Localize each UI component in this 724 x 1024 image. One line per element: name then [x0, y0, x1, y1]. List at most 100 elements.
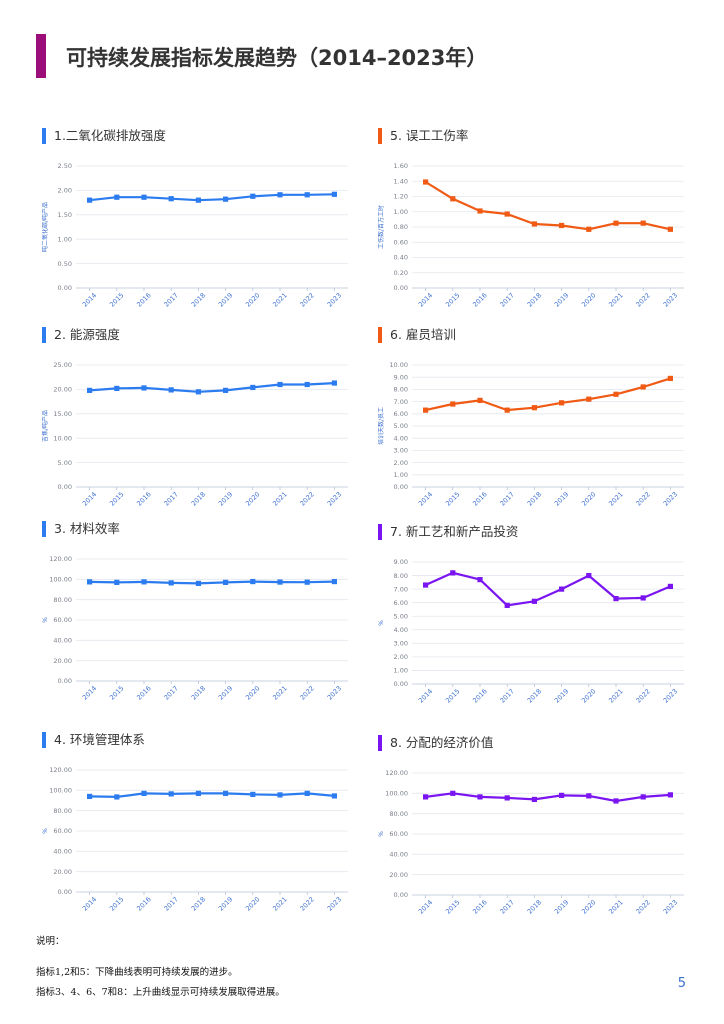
chart-employee-training: 0.00 1.00 2.00 3.00 4.00 5.00 6.00 7.00 8.00 9.00…	[378, 361, 684, 508]
y-tick-label: 5.00	[394, 422, 408, 430]
x-tick-label: 2016	[135, 490, 152, 507]
x-tick-label: 2023	[662, 291, 679, 308]
y-tick-label: 20.00	[53, 657, 72, 665]
x-tick-label: 2021	[271, 291, 288, 308]
y-tick-label: 8.00	[394, 386, 408, 394]
chart-panel-new-process-investment: 7. 新工艺和新产品投资 0.00 1.00 2.00 3.00 4.00 5.00 6.0…	[378, 524, 698, 714]
x-tick-label: 2021	[271, 895, 288, 912]
y-tick-label: 2.00	[58, 187, 72, 195]
data-point	[141, 790, 147, 796]
data-point	[195, 580, 201, 586]
chart-title: 6. 雇员培训	[378, 327, 456, 343]
y-tick-label: 2.00	[394, 653, 408, 661]
x-tick-label: 2023	[662, 687, 679, 704]
y-tick-label: 9.00	[394, 373, 408, 381]
series-line	[425, 792, 671, 803]
y-tick-label: 120.00	[385, 769, 408, 777]
y-tick-label: 0.00	[58, 483, 72, 491]
data-point	[450, 570, 456, 576]
data-point	[304, 790, 310, 796]
y-tick-label: 6.00	[394, 599, 408, 607]
x-tick-label: 2015	[108, 291, 125, 308]
chart-energy-intensity: 0.00 5.00 10.00 15.00 20.00 25.00 吉焦/吨产品 2014 20…	[42, 361, 348, 508]
notes-heading: 说明：	[36, 936, 65, 947]
data-point	[531, 598, 537, 604]
x-tick-label: 2020	[244, 684, 261, 701]
x-tick-label: 2020	[580, 898, 597, 915]
y-tick-label: 80.00	[53, 596, 72, 604]
x-tick-label: 2014	[417, 291, 434, 308]
y-axis-label: 吨二氧化碳/吨产品	[42, 202, 49, 252]
chart-title: 1.二氧化碳排放强度	[42, 128, 166, 144]
series-line	[425, 377, 671, 412]
y-tick-label: 9.00	[394, 558, 408, 566]
x-tick-label: 2017	[499, 490, 516, 507]
y-tick-label: 0.00	[58, 284, 72, 292]
y-tick-label: 20.00	[53, 386, 72, 394]
x-tick-label: 2015	[444, 898, 461, 915]
x-tick-label: 2016	[471, 291, 488, 308]
data-point	[477, 794, 483, 800]
y-axis-label: 工伤数/百万工时	[378, 205, 385, 249]
notes-line-1: 指标1,2和5：下降曲线表明可持续发展的进步。	[36, 967, 238, 978]
data-point	[114, 385, 120, 392]
x-tick-label: 2017	[499, 687, 516, 704]
y-tick-label: 0.00	[58, 888, 72, 896]
y-tick-label: 4.00	[394, 434, 408, 442]
y-axis-label: 吉焦/吨产品	[42, 410, 49, 442]
data-point	[223, 387, 229, 393]
chart-panel-environmental-management: 4. 环境管理体系 0.00 20.00 40.00 60.00 80.00 100.00…	[42, 732, 362, 922]
data-point	[223, 196, 229, 202]
y-tick-label: 60.00	[53, 827, 72, 835]
data-point	[613, 220, 619, 226]
x-tick-label: 2016	[471, 490, 488, 507]
data-point	[586, 226, 592, 232]
y-tick-label: 1.00	[394, 208, 408, 216]
x-tick-label: 2017	[499, 898, 516, 915]
y-tick-label: 0.60	[394, 238, 408, 246]
x-tick-label: 2023	[326, 291, 343, 308]
y-tick-label: 0.00	[58, 677, 72, 685]
data-point	[586, 572, 592, 579]
y-tick-label: 0.80	[394, 223, 408, 231]
x-tick-label: 2021	[271, 490, 288, 507]
y-tick-label: 3.00	[394, 640, 408, 648]
data-point	[559, 222, 565, 229]
y-tick-label: 0.50	[58, 260, 72, 268]
x-tick-label: 2021	[607, 898, 624, 915]
y-tick-label: 100.00	[49, 576, 72, 584]
x-tick-label: 2016	[135, 895, 152, 912]
y-tick-label: 80.00	[53, 807, 72, 815]
data-point	[667, 226, 673, 232]
data-point	[450, 790, 456, 796]
data-point	[277, 792, 283, 798]
y-tick-label: 8.00	[394, 572, 408, 580]
y-tick-label: 20.00	[389, 871, 408, 879]
data-point	[168, 196, 174, 202]
data-point	[586, 396, 592, 402]
x-tick-label: 2020	[580, 687, 597, 704]
y-tick-label: 1.60	[394, 162, 408, 170]
chart-panel-employee-training: 6. 雇员培训 0.00 1.00 2.00 3.00 4.00 5.00 6.00 7.00…	[378, 327, 698, 517]
x-tick-label: 2019	[553, 490, 570, 507]
data-point	[250, 791, 256, 797]
x-tick-label: 2022	[635, 898, 652, 915]
data-point	[87, 579, 93, 585]
x-tick-label: 2016	[135, 684, 152, 701]
chart-lost-time-injury: 0.00 0.20 0.40 0.60 0.80 1.00 1.20 1.40 1.60 工伤数/…	[378, 162, 684, 309]
data-point	[640, 794, 646, 800]
data-point	[87, 197, 93, 203]
x-tick-label: 2015	[444, 687, 461, 704]
y-axis-label: %	[42, 617, 49, 623]
y-tick-label: 1.00	[58, 235, 72, 243]
y-tick-label: 120.00	[49, 766, 72, 774]
x-tick-label: 2019	[553, 687, 570, 704]
y-tick-label: 40.00	[389, 851, 408, 859]
x-tick-label: 2022	[299, 291, 316, 308]
x-tick-label: 2015	[444, 291, 461, 308]
x-tick-label: 2017	[499, 291, 516, 308]
chart-title: 7. 新工艺和新产品投资	[378, 524, 518, 540]
x-tick-label: 2020	[244, 291, 261, 308]
chart-title: 4. 环境管理体系	[42, 732, 145, 748]
chart-panel-co2-intensity: 1.二氧化碳排放强度 0.00 0.50 1.00 1.50 2.00 2.50 吨二氧化碳…	[42, 128, 362, 318]
